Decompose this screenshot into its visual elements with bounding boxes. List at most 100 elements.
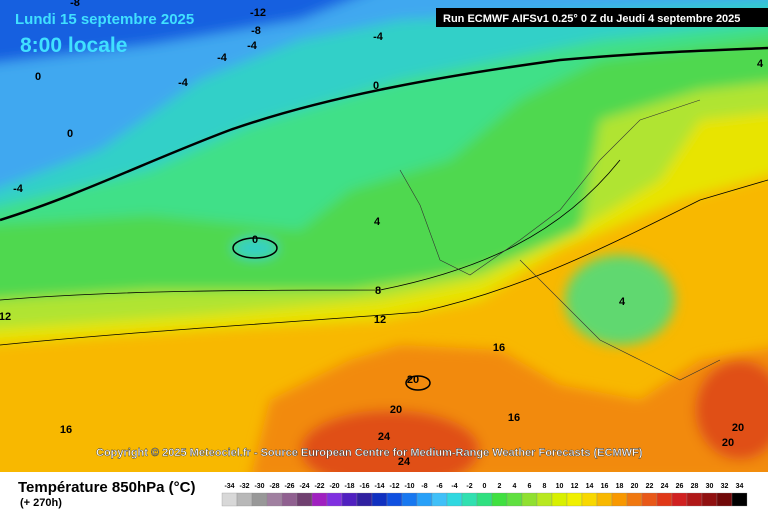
contour-label: 0	[35, 71, 41, 83]
scale-swatch	[581, 492, 598, 507]
legend-title: Température 850hPa (°C)	[18, 479, 195, 496]
scale-label: 14	[586, 483, 594, 490]
scale-swatch	[656, 492, 673, 507]
scale-swatch	[701, 492, 718, 507]
scale-swatch	[641, 492, 658, 507]
scale-label: 32	[721, 483, 729, 490]
scale-swatch	[281, 492, 298, 507]
scale-label: -12	[389, 483, 399, 490]
date: Lundi 15 septembre 2025	[15, 11, 194, 28]
contour-label: -4	[217, 52, 228, 64]
contour-label: -4	[373, 31, 384, 43]
scale-label: -18	[344, 483, 354, 490]
contour-label: -8	[251, 25, 261, 37]
scale-label: -32	[239, 483, 249, 490]
contour-label: 16	[60, 424, 72, 436]
scale-swatch	[371, 492, 388, 507]
scale-label: 20	[631, 483, 639, 490]
contour-label: 16	[493, 342, 505, 354]
contour-label: 8	[375, 285, 381, 297]
time: 8:00 locale	[20, 34, 127, 57]
scale-label: -20	[329, 483, 339, 490]
scale-label: 24	[661, 483, 669, 490]
scale-label: -6	[436, 483, 442, 490]
scale-swatch	[626, 492, 643, 507]
scale-swatch	[326, 492, 343, 507]
contour-label: -4	[247, 40, 258, 52]
scale-swatch	[611, 492, 628, 507]
scale-swatch	[551, 492, 568, 507]
scale-label: 10	[556, 483, 564, 490]
contour-label: 20	[407, 374, 419, 386]
scale-label: -4	[451, 483, 457, 490]
contour-label: -4	[178, 77, 189, 89]
contour-label: 16	[508, 412, 520, 424]
scale-label: 8	[543, 483, 547, 490]
color-scale: -34 -32 -30 -28 -26 -24 -22 -20 -18 -16 -14 -12 -10-…	[221, 483, 748, 507]
scale-label: -8	[421, 483, 427, 490]
scale-label: 28	[691, 483, 699, 490]
scale-label: 12	[571, 483, 579, 490]
contour-label: -4	[13, 183, 24, 195]
scale-swatch	[431, 492, 448, 507]
contour-label: 24	[398, 456, 411, 468]
contour-label: 0	[67, 128, 73, 140]
legend-subtitle: (+ 270h)	[20, 497, 62, 509]
contour-labels: -8 -12 -8 -4 -4 -4 0 -4 -4 0 0 0 4 8 12 4 16 20 20 16 24 24 20…	[0, 0, 764, 468]
scale-swatch	[671, 492, 688, 507]
scale-label: 16	[601, 483, 609, 490]
scale-swatch	[596, 492, 613, 507]
scale-label: 22	[646, 483, 654, 490]
scale-swatch	[296, 492, 313, 507]
scale-swatch	[401, 492, 418, 507]
scale-swatch	[461, 492, 478, 507]
scale-swatch	[251, 492, 268, 507]
scale-swatch	[491, 492, 508, 507]
contour-label: 4	[619, 296, 626, 308]
scale-swatch	[506, 492, 523, 507]
temperature-field	[0, 0, 768, 490]
scale-label: -2	[466, 483, 472, 490]
scale-label: 18	[616, 483, 624, 490]
contour-label: 12	[374, 314, 386, 326]
scale-swatch	[566, 492, 583, 507]
scale-swatch	[386, 492, 403, 507]
scale-swatch	[476, 492, 493, 507]
scale-label: 30	[706, 483, 714, 490]
contour-label: 12	[0, 311, 11, 323]
contour-label: 4	[374, 216, 381, 228]
scale-swatch	[446, 492, 463, 507]
contour-label: -12	[250, 7, 266, 19]
scale-swatch	[521, 492, 538, 507]
scale-label: 26	[676, 483, 684, 490]
scale-label: 34	[736, 483, 744, 490]
run-info: Run ECMWF AIFSv1 0.25° 0 Z du Jeudi 4 se…	[443, 13, 740, 25]
contour-label: 20	[390, 404, 402, 416]
contour-label: 20	[732, 422, 744, 434]
scale-swatch	[536, 492, 553, 507]
scale-swatch	[716, 492, 733, 507]
copyright: Copyright © 2025 Meteociel.fr - Source E…	[96, 447, 643, 459]
run-box	[436, 8, 768, 27]
scale-swatch	[686, 492, 703, 507]
scale-swatch	[731, 492, 748, 507]
scale-label: -14	[374, 483, 384, 490]
contour-label: 20	[722, 437, 734, 449]
scale-swatch	[236, 492, 253, 507]
scale-label: -30	[254, 483, 264, 490]
scale-label: 2	[498, 483, 502, 490]
scale-swatch	[266, 492, 283, 507]
scale-swatch	[311, 492, 328, 507]
scale-swatch	[221, 492, 238, 507]
scale-label: -22	[314, 483, 324, 490]
contour-label: 24	[378, 431, 391, 443]
scale-swatch	[341, 492, 358, 507]
scale-label: -10	[404, 483, 414, 490]
scale-label: -34	[224, 483, 234, 490]
scale-label: 4	[513, 483, 517, 490]
scale-label: -16	[359, 483, 369, 490]
contour-label: 0	[373, 80, 379, 92]
scale-label: -24	[299, 483, 309, 490]
scale-swatch	[416, 492, 433, 507]
